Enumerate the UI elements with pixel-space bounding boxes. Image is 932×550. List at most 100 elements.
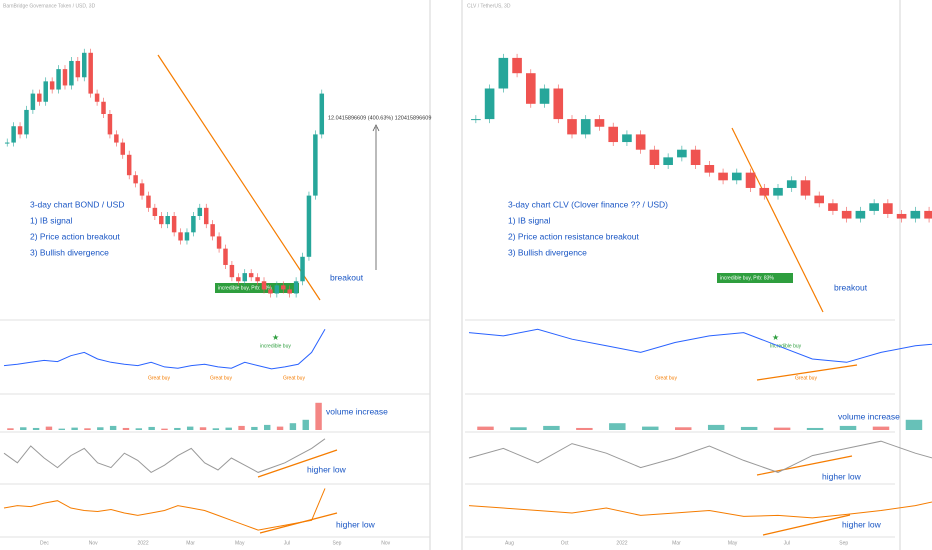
candle — [567, 119, 577, 135]
annotation: 3-day chart CLV (Clover finance ?? / USD… — [508, 199, 668, 209]
candle — [152, 207, 158, 216]
date-label: Dec — [40, 540, 49, 546]
candle — [759, 187, 770, 196]
volume-bar — [58, 428, 65, 430]
date-label: Jul — [784, 540, 790, 546]
candle — [49, 81, 55, 90]
annotation: 2) Price action resistance breakout — [508, 231, 640, 241]
annotation: higher low — [307, 464, 347, 474]
candle — [300, 256, 305, 282]
date-label: May — [235, 540, 245, 546]
star: ★ — [772, 333, 779, 342]
date-label: 2022 — [616, 540, 627, 546]
candle — [165, 216, 170, 225]
candle — [216, 236, 222, 249]
volume-bar — [315, 402, 322, 430]
volume-bar — [477, 426, 494, 430]
candle — [855, 210, 866, 219]
signal-label: Incredible buy — [770, 343, 802, 349]
volume-bar — [289, 423, 297, 430]
volume-bar — [148, 426, 155, 430]
annotation: 2) Price action breakout — [30, 231, 120, 241]
stoch-line — [3, 438, 326, 474]
volume-bar — [251, 426, 258, 430]
candle — [553, 88, 564, 120]
volume-bar — [264, 424, 271, 430]
candle — [896, 213, 907, 219]
candle — [191, 216, 196, 233]
candle — [43, 81, 48, 102]
candle — [313, 134, 318, 196]
volume-bar — [199, 427, 207, 430]
candle — [56, 69, 61, 90]
annotation: 3) Bullish divergence — [508, 247, 587, 257]
candle — [731, 172, 742, 181]
candle — [139, 183, 145, 196]
candle — [210, 224, 215, 237]
volume-bar — [84, 428, 91, 430]
candle — [133, 175, 138, 184]
candle — [773, 187, 783, 196]
annotation: 1) IB signal — [30, 215, 73, 225]
annotation: volume increase — [838, 411, 900, 421]
volume-bar — [109, 425, 117, 430]
arrow-head — [372, 124, 380, 132]
candle — [126, 154, 132, 176]
candle — [261, 281, 267, 290]
volume-bar — [32, 427, 40, 430]
date-label: Oct — [561, 540, 569, 546]
candle — [910, 210, 921, 219]
candle — [203, 207, 209, 225]
candle — [663, 157, 673, 165]
candle — [255, 277, 260, 282]
volume-bar — [276, 426, 284, 430]
volume-bar — [122, 427, 130, 430]
volume-bar — [510, 427, 527, 430]
candle — [274, 285, 280, 294]
annotation: breakout — [330, 272, 364, 282]
volume-bar — [576, 427, 593, 430]
candle — [800, 180, 811, 196]
candle — [24, 109, 29, 135]
label-box — [215, 283, 299, 293]
chart-header: CLV / TetherUS, 3D — [467, 3, 511, 9]
candle — [869, 203, 879, 211]
volume-bar — [302, 419, 309, 430]
volume-bar — [642, 426, 659, 430]
candle — [828, 203, 838, 211]
candle — [883, 203, 893, 214]
candle — [287, 289, 292, 294]
candle — [635, 134, 646, 150]
label-box — [717, 273, 793, 283]
volume-bar — [20, 427, 27, 430]
annotation: higher low — [822, 471, 862, 481]
signal-label: incredible buy — [260, 343, 291, 349]
annotation: 1) IB signal — [508, 215, 551, 225]
candle — [146, 195, 151, 208]
candle — [677, 149, 687, 158]
divergence-line — [756, 455, 853, 476]
candle — [229, 264, 235, 278]
volume-bar — [45, 426, 53, 430]
candle — [841, 210, 852, 219]
volume-bar — [543, 425, 560, 430]
candle — [107, 114, 113, 135]
candle — [281, 285, 286, 290]
date-label: Mar — [186, 540, 195, 546]
candle — [471, 119, 481, 121]
candle — [718, 172, 728, 181]
candle — [293, 281, 299, 294]
candle — [236, 277, 241, 282]
volume-bar — [609, 423, 626, 430]
candle — [745, 172, 756, 188]
candle — [498, 57, 509, 89]
volume-bar — [675, 427, 692, 430]
rsi-line — [3, 488, 326, 531]
candle — [306, 195, 312, 257]
volume-bar — [839, 425, 857, 430]
candle — [171, 216, 177, 233]
candle — [88, 52, 93, 94]
candle — [11, 126, 16, 143]
candle — [814, 195, 825, 204]
candle — [512, 57, 522, 74]
